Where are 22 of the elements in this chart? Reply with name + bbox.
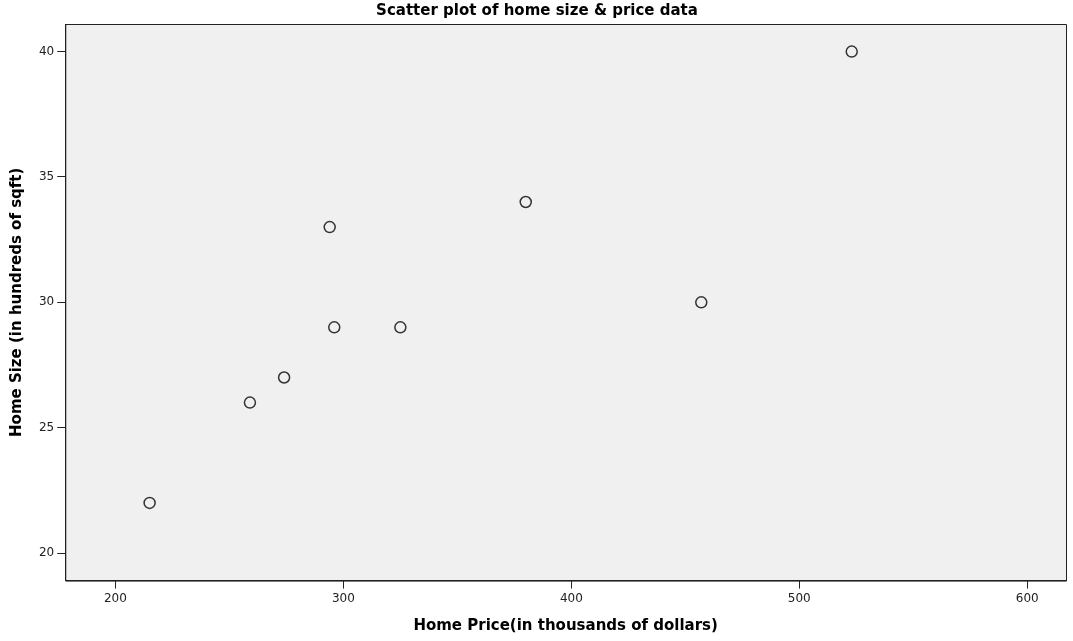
x-tick-label: 500: [787, 590, 811, 605]
point: [328, 321, 341, 334]
x-tick-label: 600: [1015, 590, 1039, 605]
point: [277, 371, 291, 384]
y-tick-label: 40: [38, 43, 55, 58]
point: [323, 220, 336, 234]
x-axis-title: Home Price(in thousands of dollars): [413, 615, 718, 634]
point: [695, 296, 708, 309]
chart-title: Scatter plot of home size & price data: [376, 0, 698, 19]
point: [519, 195, 532, 209]
y-tick-label: 30: [38, 294, 55, 309]
y-tick-label: 20: [38, 545, 55, 560]
x-tick-label: 300: [331, 590, 355, 605]
point: [243, 396, 257, 409]
point: [845, 45, 858, 58]
y-tick-label: 35: [38, 169, 55, 184]
x-tick-label: 400: [559, 590, 583, 605]
y-tick-label: 25: [38, 419, 55, 434]
point: [143, 496, 156, 510]
y-axis-title: Home Size (in hundreds of sqft): [6, 167, 25, 437]
x-tick-label: 200: [103, 590, 127, 605]
point: [394, 321, 407, 334]
